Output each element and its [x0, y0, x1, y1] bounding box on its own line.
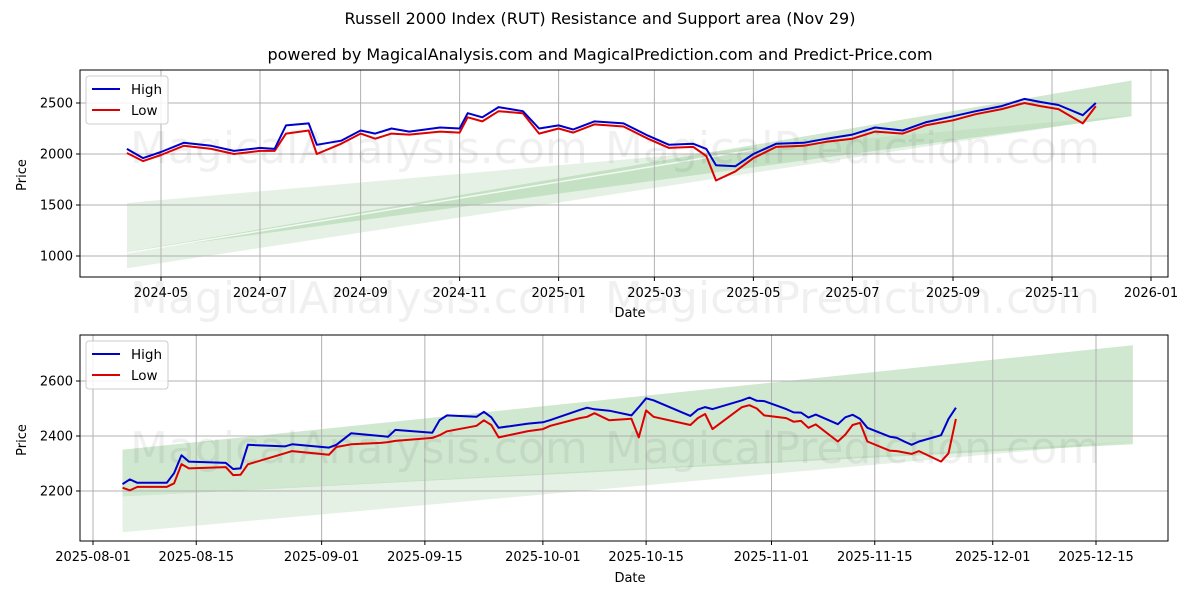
top-x-axis: 2024-05 2024-07 2024-09 2024-11 2025-01 2025-… [134, 277, 1178, 301]
x-tick-label: 2025-12-01 [955, 550, 1031, 565]
x-tick-label: 2024-07 [233, 286, 287, 301]
top-gridlines [80, 70, 1168, 277]
bottom-series-lines [121, 396, 957, 492]
band-resistance-dark [122, 345, 1133, 497]
x-tick-label: 2025-11 [1025, 286, 1079, 301]
legend-low-label: Low [131, 103, 158, 119]
y-tick-label: 2000 [40, 148, 73, 163]
x-tick-label: 2025-08-15 [158, 550, 234, 565]
bottom-x-axis-label: Date [614, 571, 645, 586]
legend-low-label-2: Low [131, 368, 158, 384]
top-legend: High Low [85, 75, 169, 125]
x-tick-label: 2025-01 [531, 286, 585, 301]
watermark-prediction-3: MagicalPrediction.com [605, 423, 1100, 474]
bottom-y-axis-label: Price [15, 424, 30, 456]
bottom-legend: High Low [85, 340, 169, 390]
x-tick-label: 2024-11 [432, 286, 486, 301]
x-tick-label: 2025-11-15 [837, 550, 913, 565]
x-tick-label: 2025-09 [926, 286, 980, 301]
top-chart-panel: MagicalAnalysis.com MagicalPrediction.co… [15, 69, 1178, 324]
x-tick-label: 2025-12-15 [1058, 550, 1134, 565]
y-tick-label: 1500 [40, 199, 73, 214]
x-tick-label: 2024-05 [134, 286, 188, 301]
y-tick-label: 2200 [40, 485, 73, 500]
band-resistance-dark [126, 80, 1132, 252]
bottom-y-axis: 2200 2400 2600 [40, 375, 80, 500]
watermark-analysis-3: MagicalAnalysis.com [130, 423, 588, 474]
top-series-lines [126, 97, 1097, 182]
x-tick-label: 2025-10-01 [505, 550, 581, 565]
y-tick-label: 2500 [40, 97, 73, 112]
series-line-low [122, 404, 957, 492]
x-tick-label: 2025-08-01 [55, 550, 131, 565]
bottom-bands [122, 345, 1133, 533]
x-tick-label: 2025-03 [627, 286, 681, 301]
watermark-analysis-2: MagicalAnalysis.com [130, 273, 588, 324]
watermark-prediction: MagicalPrediction.com [605, 123, 1100, 174]
legend-high-label: High [131, 82, 162, 98]
bottom-chart-panel: MagicalAnalysis.com MagicalPrediction.co… [15, 334, 1169, 586]
bottom-x-axis: 2025-08-01 2025-08-15 2025-09-01 2025-09-15… [55, 541, 1134, 565]
top-bands [126, 80, 1132, 269]
x-tick-label: 2025-09-01 [284, 550, 360, 565]
series-line-high [121, 396, 957, 485]
top-axes-frame [79, 69, 1169, 278]
band-support-light [126, 115, 1132, 269]
bottom-gridlines [80, 335, 1168, 541]
band-support-light [122, 441, 1133, 533]
x-tick-label: 2026-01 [1124, 286, 1178, 301]
band-center-line [126, 149, 754, 254]
x-tick-label: 2025-10-15 [608, 550, 684, 565]
chart-subtitle: powered by MagicalAnalysis.com and Magic… [267, 45, 933, 64]
bottom-axes-frame [79, 334, 1169, 542]
top-x-axis-label: Date [614, 306, 645, 321]
top-y-axis: 1000 1500 2000 2500 [40, 97, 80, 265]
top-y-axis-label: Price [15, 159, 30, 191]
series-line-high [126, 97, 1097, 168]
x-tick-label: 2025-05 [726, 286, 780, 301]
x-tick-label: 2024-09 [333, 286, 387, 301]
y-tick-label: 1000 [40, 250, 73, 265]
x-tick-label: 2025-07 [825, 286, 879, 301]
series-line-low [126, 102, 1097, 182]
x-tick-label: 2025-09-15 [387, 550, 463, 565]
legend-high-label-2: High [131, 347, 162, 363]
watermark-prediction-2: MagicalPrediction.com [605, 273, 1100, 324]
y-tick-label: 2400 [40, 430, 73, 445]
chart-title: Russell 2000 Index (RUT) Resistance and … [344, 9, 856, 28]
x-tick-label: 2025-11-01 [734, 550, 810, 565]
y-tick-label: 2600 [40, 375, 73, 390]
